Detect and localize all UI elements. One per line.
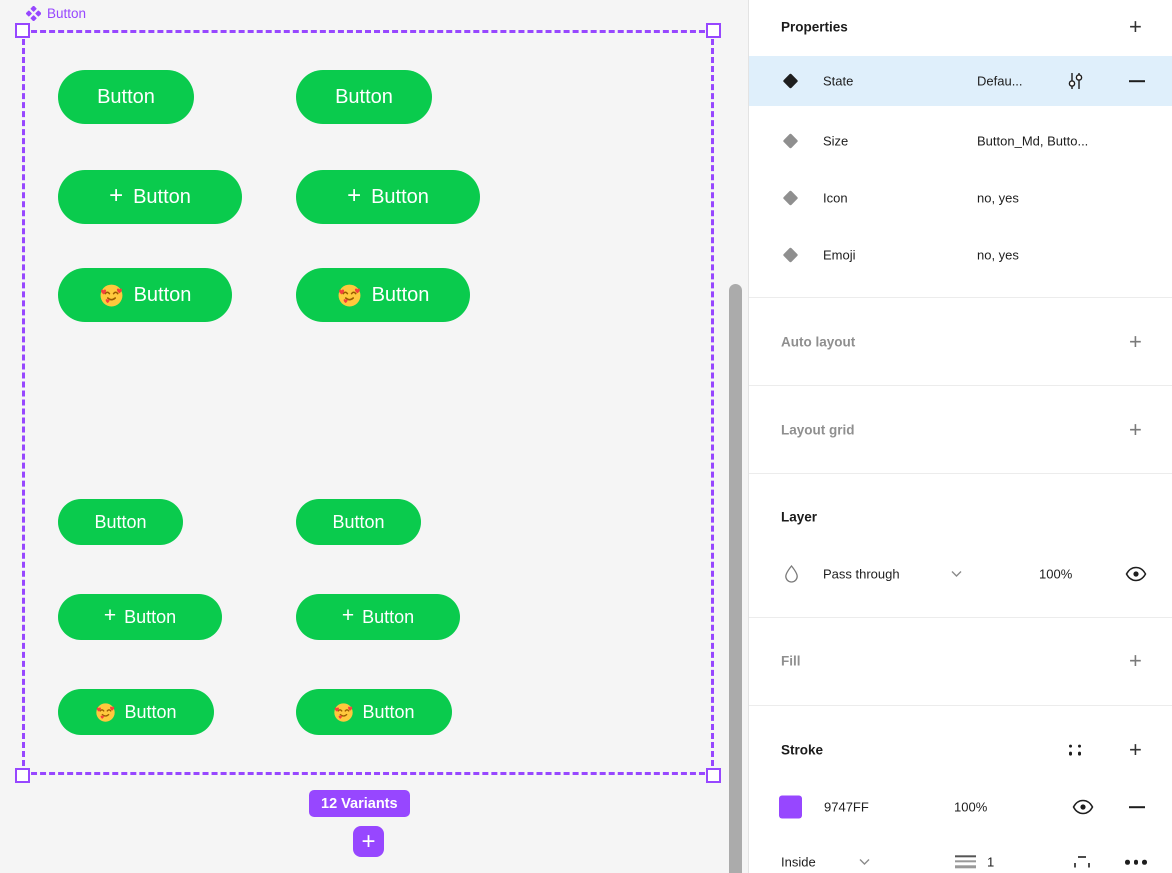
properties-title: Properties: [781, 19, 848, 35]
eye-icon[interactable]: [1072, 799, 1094, 815]
auto-layout-section: Auto layout +: [781, 329, 1142, 354]
button-label: Button: [332, 511, 385, 532]
layer-opacity-value[interactable]: 100%: [1039, 566, 1073, 582]
heart-face-emoji-icon: [99, 283, 124, 308]
property-name: State: [823, 73, 854, 89]
stroke-per-side-icon[interactable]: [1073, 855, 1091, 869]
stroke-hex-value[interactable]: 9747FF: [824, 799, 869, 815]
property-value: Defau...: [977, 73, 1023, 89]
styles-icon[interactable]: [1069, 744, 1083, 756]
button-label: Button: [124, 606, 177, 627]
plus-icon: +: [361, 827, 376, 855]
button-variant[interactable]: Button: [296, 70, 432, 124]
auto-layout-title: Auto layout: [781, 334, 856, 350]
button-variant[interactable]: Button: [58, 268, 232, 322]
heart-face-emoji-icon: [333, 702, 354, 723]
sliders-icon[interactable]: [1067, 72, 1084, 90]
stroke-weight-icon: [955, 855, 976, 869]
selection-handle-top-right[interactable]: [706, 23, 721, 38]
button-label: Button: [335, 85, 393, 108]
component-set-name: Button: [47, 6, 87, 21]
minus-icon[interactable]: [1129, 80, 1145, 82]
button-label: Button: [124, 701, 177, 722]
property-value: Button_Md, Butto...: [977, 133, 1089, 149]
property-row-state[interactable]: State Defau...: [749, 56, 1172, 106]
button-label: Button: [133, 283, 192, 306]
button-variant[interactable]: Button: [58, 499, 183, 545]
property-name: Icon: [823, 190, 848, 206]
more-options-icon[interactable]: [1125, 859, 1147, 865]
layer-blend-row: Pass through 100%: [749, 551, 1172, 597]
blend-mode-value[interactable]: Pass through: [823, 566, 900, 582]
stroke-color-swatch[interactable]: [779, 795, 802, 819]
heart-face-emoji-icon: [95, 702, 116, 723]
button-variant[interactable]: + Button: [296, 594, 460, 640]
property-name: Size: [823, 133, 849, 149]
right-properties-panel: Properties + State Defau... Size Button_…: [748, 0, 1172, 873]
heart-face-emoji-icon: [337, 283, 362, 308]
minus-icon[interactable]: [1129, 806, 1145, 808]
variant-property-icon: [782, 73, 799, 89]
variant-property-icon: [782, 247, 799, 263]
add-variant-button[interactable]: +: [353, 826, 384, 857]
properties-section-header: Properties +: [781, 14, 1142, 39]
blend-mode-droplet-icon: [785, 564, 798, 583]
button-variant[interactable]: + Button: [58, 594, 222, 640]
property-row-icon[interactable]: Icon no, yes: [749, 175, 1172, 221]
button-label: Button: [133, 185, 191, 208]
button-label: Button: [97, 85, 155, 108]
eye-icon[interactable]: [1125, 566, 1147, 582]
design-canvas: Button Button Button + Button + Button B…: [15, 6, 742, 873]
button-variant[interactable]: Button: [296, 689, 452, 735]
variant-property-icon: [782, 133, 799, 149]
button-variant[interactable]: Button: [58, 70, 194, 124]
stroke-align-value[interactable]: Inside: [781, 854, 816, 870]
stroke-color-row: 9747FF 100%: [749, 784, 1172, 830]
layer-section-header: Layer: [749, 494, 1172, 540]
selection-handle-top-left[interactable]: [15, 23, 30, 38]
canvas-vertical-scrollbar[interactable]: [729, 284, 742, 873]
button-variant[interactable]: + Button: [58, 170, 242, 224]
stroke-opacity-value[interactable]: 100%: [954, 799, 988, 815]
property-value: no, yes: [977, 190, 1019, 206]
stroke-title: Stroke: [781, 742, 824, 758]
selection-handle-bottom-right[interactable]: [706, 768, 721, 783]
property-name: Emoji: [823, 247, 856, 263]
property-row-emoji[interactable]: Emoji no, yes: [749, 232, 1172, 278]
chevron-down-icon[interactable]: [859, 859, 870, 866]
stroke-settings-row: Inside 1: [749, 839, 1172, 873]
button-variant[interactable]: Button: [58, 689, 214, 735]
stroke-section-header: Stroke +: [781, 737, 1142, 762]
variants-count-badge[interactable]: 12 Variants: [309, 790, 410, 817]
button-label: Button: [362, 701, 415, 722]
stroke-weight-value[interactable]: 1: [987, 854, 995, 870]
button-label: Button: [362, 606, 415, 627]
button-variant[interactable]: Button: [296, 499, 421, 545]
button-variant[interactable]: + Button: [296, 170, 480, 224]
chevron-down-icon[interactable]: [951, 571, 962, 578]
selection-handle-bottom-left[interactable]: [15, 768, 30, 783]
button-label: Button: [371, 185, 429, 208]
component-set-icon: [26, 6, 41, 21]
component-set-title[interactable]: Button: [26, 6, 86, 21]
variants-count-label: 12 Variants: [321, 795, 398, 812]
fill-section: Fill +: [781, 648, 1142, 673]
property-value: no, yes: [977, 247, 1019, 263]
layout-grid-section: Layout grid +: [781, 417, 1142, 442]
button-label: Button: [371, 283, 430, 306]
button-variant[interactable]: Button: [296, 268, 470, 322]
layer-title: Layer: [781, 509, 818, 525]
property-row-size[interactable]: Size Button_Md, Butto...: [749, 118, 1172, 164]
variant-property-icon: [782, 190, 799, 206]
fill-title: Fill: [781, 653, 801, 669]
component-set-selection-frame: [22, 30, 714, 775]
layout-grid-title: Layout grid: [781, 422, 855, 438]
button-label: Button: [94, 511, 147, 532]
